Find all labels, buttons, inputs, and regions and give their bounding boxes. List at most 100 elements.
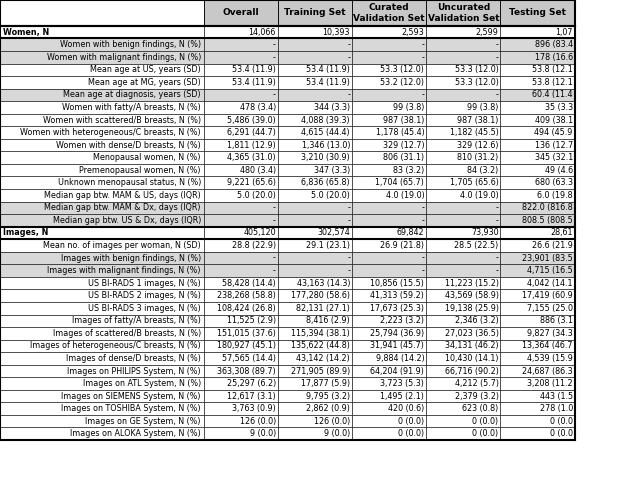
Bar [426,64,500,76]
Bar [426,427,500,440]
Bar [500,377,575,390]
Bar [500,227,575,239]
Text: 83 (3.2): 83 (3.2) [393,166,424,175]
Text: 1,182 (45.5): 1,182 (45.5) [450,128,499,137]
Text: -: - [273,53,276,62]
Bar [278,402,352,415]
Text: 0 (0.0: 0 (0.0 [550,417,573,426]
Bar [0,415,204,427]
Bar [500,64,575,76]
Bar [0,89,204,101]
Text: -: - [496,216,499,225]
Text: 73,930: 73,930 [471,229,499,238]
Bar [278,0,352,26]
Bar [278,164,352,176]
Text: 82,131 (27.1): 82,131 (27.1) [296,304,350,313]
Bar [0,315,204,327]
Bar [204,89,278,101]
Bar [500,176,575,189]
Text: 126 (0.0): 126 (0.0) [239,417,276,426]
Text: 5.0 (20.0): 5.0 (20.0) [311,191,350,200]
Text: 28,61: 28,61 [550,229,573,238]
Bar [352,0,426,26]
Bar [426,340,500,352]
Text: 3,763 (0.9): 3,763 (0.9) [232,404,276,413]
Bar [278,76,352,89]
Bar [352,352,426,365]
Text: 26.6 (21.9: 26.6 (21.9 [532,241,573,250]
Text: 896 (83.4: 896 (83.4 [534,40,573,49]
Text: 8,416 (2.9): 8,416 (2.9) [307,316,350,325]
Bar [204,76,278,89]
Text: 478 (3.4): 478 (3.4) [239,103,276,112]
Bar [500,202,575,214]
Bar [426,239,500,252]
Text: Menopausal women, N (%): Menopausal women, N (%) [93,153,201,162]
Bar [204,176,278,189]
Text: 494 (45.9: 494 (45.9 [534,128,573,137]
Text: Median gap btw. US & Dx, days (IQR): Median gap btw. US & Dx, days (IQR) [52,216,201,225]
Bar [500,402,575,415]
Text: -: - [348,203,350,212]
Text: 53.3 (12.0): 53.3 (12.0) [380,65,424,74]
Bar [500,365,575,377]
Bar [352,126,426,139]
Text: 53.8 (12.1: 53.8 (12.1 [532,78,573,87]
Text: -: - [273,40,276,49]
Bar [426,315,500,327]
Bar [0,76,204,89]
Text: 53.4 (11.9): 53.4 (11.9) [232,65,276,74]
Bar [0,289,204,302]
Text: Women with benign findings, N (%): Women with benign findings, N (%) [60,40,201,49]
Bar [500,289,575,302]
Text: 178 (16.6: 178 (16.6 [534,53,573,62]
Text: 0 (0.0): 0 (0.0) [398,429,424,438]
Text: 4,715 (16.5: 4,715 (16.5 [527,266,573,275]
Text: 69,842: 69,842 [397,229,424,238]
Bar [0,114,204,126]
Text: 180,927 (45.1): 180,927 (45.1) [217,342,276,351]
Text: 1,178 (45.4): 1,178 (45.4) [376,128,424,137]
Text: Mean no. of images per woman, N (SD): Mean no. of images per woman, N (SD) [44,241,201,250]
Text: 9,884 (14.2): 9,884 (14.2) [376,354,424,363]
Text: -: - [422,91,424,100]
Text: 278 (1.0: 278 (1.0 [540,404,573,413]
Text: 12,617 (3.1): 12,617 (3.1) [227,391,276,400]
Bar [500,114,575,126]
Text: Images on SIEMENS System, N (%): Images on SIEMENS System, N (%) [61,391,201,400]
Text: 9 (0.0): 9 (0.0) [250,429,276,438]
Text: 623 (0.8): 623 (0.8) [462,404,499,413]
Bar [352,302,426,315]
Text: 177,280 (58.6): 177,280 (58.6) [291,291,350,300]
Text: 135,622 (44.8): 135,622 (44.8) [291,342,350,351]
Bar [500,0,575,26]
Text: 480 (3.4): 480 (3.4) [240,166,276,175]
Text: -: - [273,266,276,275]
Text: -: - [273,216,276,225]
Text: Overall: Overall [222,8,259,17]
Bar [278,151,352,164]
Text: 1,705 (65.6): 1,705 (65.6) [450,178,499,187]
Text: 108,424 (26.8): 108,424 (26.8) [217,304,276,313]
Text: 302,574: 302,574 [317,229,350,238]
Bar [0,252,204,264]
Bar [278,227,352,239]
Bar [204,365,278,377]
Text: -: - [422,40,424,49]
Bar [204,390,278,402]
Bar [204,101,278,114]
Bar [500,315,575,327]
Text: -: - [496,203,499,212]
Text: 1,07: 1,07 [556,28,573,37]
Text: Women, N: Women, N [3,28,49,37]
Text: 43,142 (14.2): 43,142 (14.2) [296,354,350,363]
Text: 43,569 (58.9): 43,569 (58.9) [445,291,499,300]
Text: Median gap btw. MAM & Dx, days (IQR): Median gap btw. MAM & Dx, days (IQR) [44,203,201,212]
Bar [352,51,426,64]
Bar [500,252,575,264]
Bar [352,38,426,51]
Text: 329 (12.7): 329 (12.7) [383,140,424,149]
Bar [204,51,278,64]
Text: 2,593: 2,593 [401,28,424,37]
Text: -: - [422,266,424,275]
